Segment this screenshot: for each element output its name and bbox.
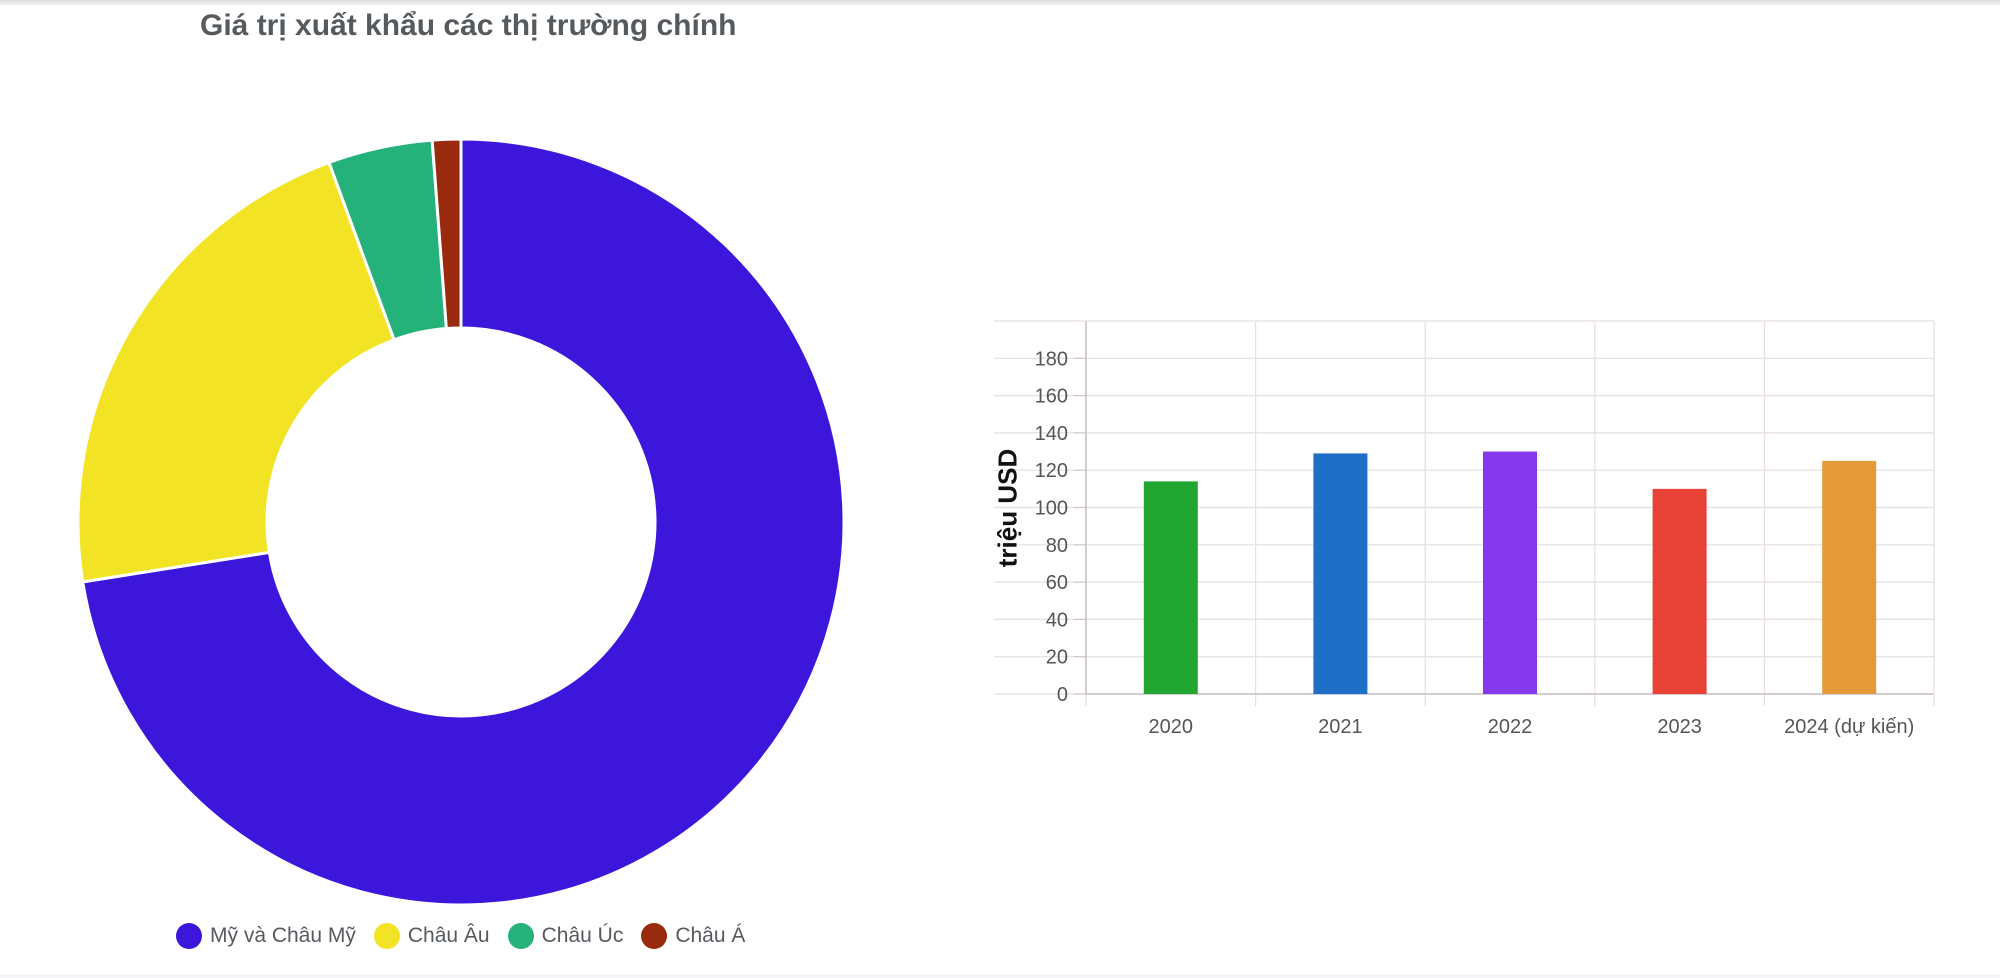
legend-swatch (373, 923, 400, 949)
doughnut-slice-chau-a[interactable] (430, 137, 463, 331)
legend-label: Châu Úc (541, 924, 624, 947)
x-tick-label: 2021 (1318, 716, 1363, 738)
bottom-edge (0, 974, 2000, 978)
x-tick-label: 2024 (dự kiến) (1784, 716, 1914, 738)
legend-item[interactable]: Mỹ và Châu Mỹ (176, 923, 356, 949)
bar-4[interactable] (1652, 488, 1707, 694)
bar-2[interactable] (1313, 453, 1368, 694)
y-tick-label: 40 (1046, 609, 1068, 631)
y-axis-title: triệu USD (992, 448, 1023, 568)
legend-swatch (507, 923, 534, 949)
legend-label: Châu Âu (407, 924, 490, 947)
x-tick-label: 2022 (1488, 716, 1533, 738)
y-tick-label: 100 (1035, 498, 1068, 520)
y-tick-label: 60 (1046, 572, 1068, 594)
y-tick-label: 80 (1046, 535, 1068, 557)
top-edge (0, 0, 2000, 5)
legend-item[interactable]: Châu Á (641, 923, 745, 949)
y-tick-label: 120 (1035, 460, 1068, 482)
bar-5[interactable] (1822, 460, 1877, 694)
y-tick-label: 20 (1046, 647, 1068, 669)
y-tick-label: 140 (1035, 423, 1068, 445)
bar-1[interactable] (1143, 481, 1198, 694)
x-tick-label: 2023 (1657, 716, 1702, 738)
doughnut-slice-chau-au[interactable] (76, 160, 397, 584)
legend-swatch (641, 923, 668, 949)
chart-title: Giá trị xuất khẩu các thị trường chính (200, 9, 737, 42)
doughnut-legend: Mỹ và Châu Mỹ Châu Âu Châu Úc Châu Á (176, 918, 745, 954)
legend-label: Châu Á (675, 924, 746, 947)
legend-swatch (176, 923, 202, 949)
x-tick-label: 2020 (1149, 716, 1194, 738)
y-tick-label: 160 (1035, 386, 1068, 408)
legend-item[interactable]: Châu Âu (373, 923, 490, 949)
doughnut-slice-my-va-chau-my[interactable] (80, 137, 846, 907)
y-tick-label: 180 (1035, 348, 1068, 370)
legend-item[interactable]: Châu Úc (507, 923, 624, 949)
legend-label: Mỹ và Châu Mỹ (210, 924, 356, 947)
y-tick-label: 0 (1057, 684, 1068, 706)
bar-3[interactable] (1483, 451, 1537, 694)
